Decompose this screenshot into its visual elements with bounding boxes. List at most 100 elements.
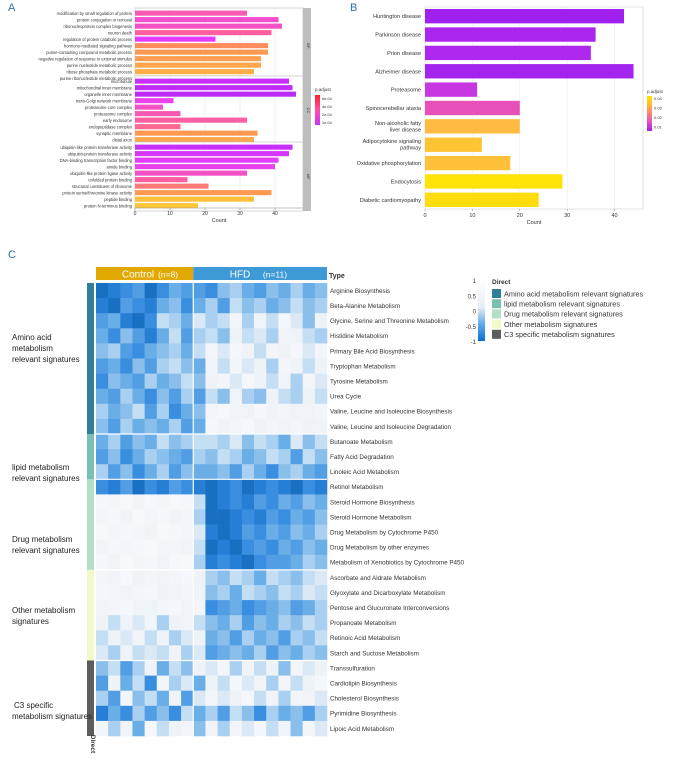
direct-annotation-bar bbox=[87, 434, 94, 480]
heatmap-cell bbox=[302, 494, 316, 510]
heatmap-cell bbox=[132, 509, 145, 525]
heatmap-cell bbox=[205, 720, 218, 737]
heatmap-cell bbox=[229, 600, 243, 616]
heatmap-cell bbox=[290, 585, 303, 601]
heatmap-cell bbox=[266, 464, 279, 480]
heatmap-cell bbox=[229, 509, 243, 525]
category-label: Prion disease bbox=[387, 51, 421, 57]
heatmap-cell bbox=[241, 434, 255, 450]
heatmap-cell bbox=[96, 373, 109, 389]
heatmap-cell bbox=[96, 509, 109, 525]
legend-tick-label: 4e-04 bbox=[322, 105, 332, 109]
heatmap-cell bbox=[168, 690, 182, 707]
heatmap-cell bbox=[278, 464, 291, 480]
heatmap-cell bbox=[205, 675, 218, 691]
heatmap-cell bbox=[229, 705, 243, 722]
bar bbox=[135, 36, 216, 42]
category-label-line: Drug metabolism bbox=[12, 535, 73, 544]
heatmap-cell bbox=[96, 479, 109, 495]
row-label: Glycine, Serine and Threonine Metabolism bbox=[330, 318, 449, 325]
category-label: ribonucleoprotein complex biogenesis bbox=[64, 24, 133, 29]
category-label: organelle inner membrane bbox=[84, 92, 133, 97]
bar bbox=[135, 30, 272, 36]
heatmap-cell bbox=[314, 539, 328, 556]
bar bbox=[135, 17, 279, 23]
bar bbox=[135, 124, 181, 130]
heatmap-cell bbox=[144, 494, 158, 510]
category-label: hormone-mediated signaling pathway bbox=[64, 44, 133, 49]
heatmap-cell bbox=[108, 403, 121, 420]
row-label: Histidine Metabolism bbox=[330, 333, 388, 340]
heatmap-cell bbox=[181, 569, 194, 586]
heatmap-cell bbox=[266, 313, 279, 329]
heatmap-cell bbox=[132, 343, 145, 359]
bar bbox=[135, 91, 296, 97]
heatmap-cell bbox=[96, 720, 109, 737]
direct-axis-label: Direct bbox=[89, 735, 96, 754]
heatmap-cell bbox=[144, 585, 158, 601]
row-label: Beta-Alanine Metabolism bbox=[330, 303, 400, 310]
colorbar-tick-label: 1 bbox=[473, 279, 477, 285]
heatmap-cell bbox=[254, 313, 267, 329]
heatmap-cell bbox=[314, 298, 328, 314]
heatmap-cell bbox=[290, 554, 303, 571]
heatmap-cell bbox=[278, 600, 291, 616]
heatmap-cell bbox=[254, 524, 267, 540]
heatmap-cell bbox=[266, 660, 279, 676]
row-label: Primary Bile Acid Biosynthesis bbox=[330, 348, 415, 355]
bar bbox=[135, 62, 261, 68]
heatmap-cell bbox=[193, 509, 206, 525]
heatmap-cell bbox=[193, 403, 206, 420]
heatmap-cell bbox=[205, 464, 218, 480]
heatmap-cell bbox=[96, 434, 109, 450]
heatmap-cell bbox=[144, 690, 158, 707]
heatmap-cell bbox=[132, 464, 145, 480]
heatmap-cell bbox=[144, 313, 158, 329]
heatmap-cell bbox=[132, 418, 145, 435]
heatmap-cell bbox=[314, 569, 328, 586]
heatmap-cell bbox=[290, 388, 303, 405]
heatmap-cell bbox=[96, 645, 109, 661]
heatmap-cell bbox=[217, 464, 231, 480]
heatmap-cell bbox=[302, 675, 316, 691]
heatmap-cell bbox=[278, 418, 291, 435]
heatmap-cell bbox=[168, 615, 182, 631]
heatmap-cell bbox=[241, 373, 255, 389]
heatmap-cell bbox=[193, 479, 206, 495]
heatmap-cell bbox=[132, 298, 145, 314]
row-label: Glyoxylate and Dicarboxylate Metabolism bbox=[330, 590, 446, 597]
heatmap-cell bbox=[132, 554, 145, 571]
heatmap-cell bbox=[120, 418, 133, 435]
heatmap-cell bbox=[193, 720, 206, 737]
direct-annotation-bar bbox=[87, 569, 94, 661]
heatmap-cell bbox=[266, 343, 279, 359]
heatmap-cell bbox=[144, 524, 158, 540]
heatmap-cell bbox=[290, 313, 303, 329]
bar bbox=[425, 9, 625, 24]
heatmap-cell bbox=[108, 373, 121, 389]
row-label: Drug Metabolism by Cytochrome P450 bbox=[330, 529, 439, 536]
heatmap-cell bbox=[96, 615, 109, 631]
heatmap-cell bbox=[205, 358, 218, 374]
heatmap-cell bbox=[314, 464, 328, 480]
category-label: Proteasome bbox=[391, 88, 421, 94]
heatmap-cell bbox=[132, 494, 145, 510]
heatmap-cell bbox=[266, 418, 279, 435]
heatmap-cell bbox=[144, 373, 158, 389]
heatmap-cell bbox=[108, 720, 121, 737]
heatmap-cell bbox=[120, 479, 133, 495]
x-tick-label: 40 bbox=[272, 211, 278, 217]
heatmap-cell bbox=[156, 328, 170, 344]
heatmap-cell bbox=[132, 479, 145, 495]
heatmap-cell bbox=[193, 524, 206, 540]
heatmap-cell bbox=[205, 569, 218, 586]
facet-strip-2 bbox=[303, 142, 311, 211]
heatmap-cell bbox=[241, 690, 255, 707]
heatmap-cell bbox=[205, 630, 218, 646]
heatmap-cell bbox=[290, 645, 303, 661]
panel-b-kegg-barplot: Huntington disease Parkinson disease Prion… bbox=[357, 6, 664, 226]
x-axis-label: Count bbox=[212, 218, 227, 224]
heatmap-cell bbox=[290, 509, 303, 525]
heatmap-cell bbox=[181, 343, 194, 359]
heatmap-cell bbox=[229, 388, 243, 405]
